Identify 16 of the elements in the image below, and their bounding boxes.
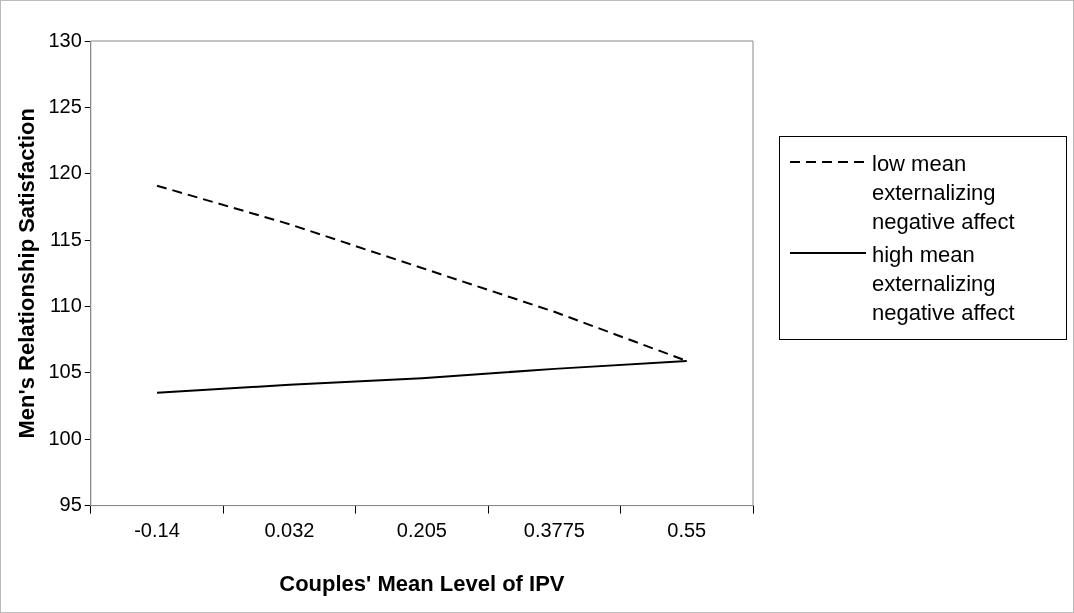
legend-label: high mean externalizing negative affect <box>872 241 1016 327</box>
x-tick-label: -0.14 <box>134 519 180 542</box>
y-tick-label: 130 <box>48 28 82 51</box>
y-tick-label: 125 <box>48 94 82 117</box>
x-tick-label: 0.55 <box>667 519 707 542</box>
x-axis-title: Couples' Mean Level of IPV <box>279 570 565 596</box>
y-tick-label: 120 <box>48 161 82 184</box>
y-tick-label: 115 <box>49 227 82 250</box>
y-tick-label: 100 <box>48 426 82 449</box>
y-tick-label: 110 <box>49 294 82 316</box>
x-tick-label: 0.032 <box>264 519 315 542</box>
x-tick-label: 0.205 <box>396 519 447 542</box>
y-axis-title: Men's Relationship Satisfaction <box>14 108 40 439</box>
y-tick-label: 105 <box>48 360 82 383</box>
x-tick-label: 0.3775 <box>523 519 585 542</box>
y-tick-label: 95 <box>59 493 82 516</box>
